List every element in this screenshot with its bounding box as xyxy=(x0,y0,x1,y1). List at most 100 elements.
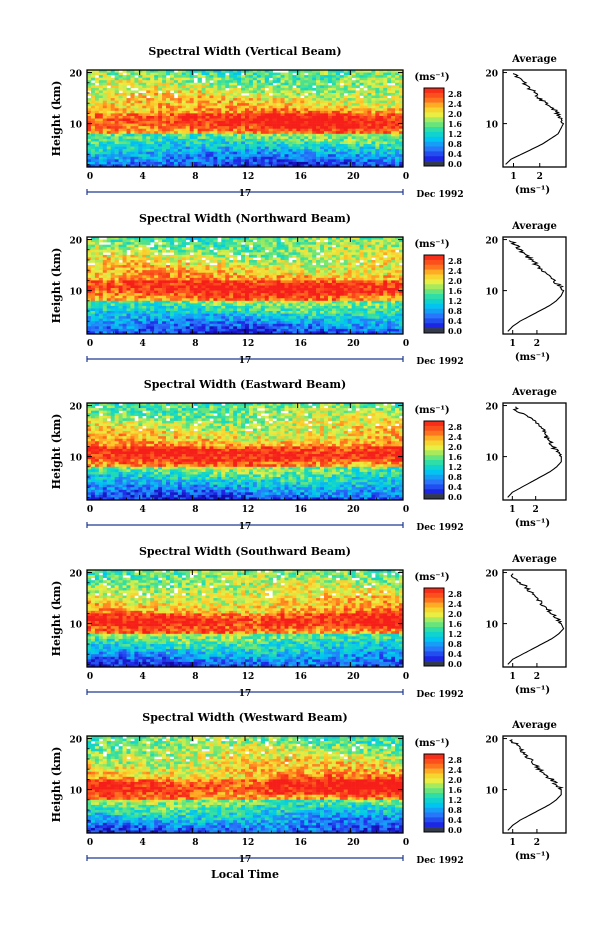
heatmap-cell xyxy=(205,126,210,130)
heatmap-cell xyxy=(252,100,258,104)
heatmap-cell xyxy=(154,95,159,99)
heatmap-cell xyxy=(146,161,151,165)
heatmap-cell xyxy=(106,118,111,122)
heatmap-cell xyxy=(335,75,341,78)
heatmap-cell xyxy=(154,154,159,158)
heatmap-cell xyxy=(260,141,266,145)
heatmap-cell xyxy=(347,144,352,147)
heatmap-cell xyxy=(114,123,119,127)
heatmap-cell xyxy=(106,95,111,99)
heatmap-cell xyxy=(312,237,317,240)
heatmap-cell xyxy=(237,128,242,132)
heatmap-cell xyxy=(189,288,194,291)
heatmap-cell xyxy=(343,249,348,253)
heatmap-cell xyxy=(343,295,348,299)
heatmap-cell xyxy=(166,85,171,89)
heatmap-cell xyxy=(189,144,194,147)
heatmap-cell xyxy=(367,70,372,73)
heatmap-cell xyxy=(276,149,281,152)
heatmap-cell xyxy=(177,121,183,124)
heatmap-cell xyxy=(308,156,313,160)
heatmap-cell xyxy=(351,288,356,291)
heatmap-cell xyxy=(118,161,123,165)
heatmap-cell xyxy=(304,123,309,127)
heatmap-cell xyxy=(158,259,163,263)
heatmap-cell xyxy=(324,164,329,168)
heatmap-cell xyxy=(395,121,400,124)
heatmap-cell xyxy=(225,149,230,152)
heatmap-cell xyxy=(268,280,273,284)
heatmap-cell xyxy=(150,100,155,104)
heatmap-cell xyxy=(351,267,356,271)
heatmap-cell xyxy=(308,262,313,266)
heatmap-cell xyxy=(185,80,190,84)
heatmap-cell xyxy=(193,75,198,78)
heatmap-cell xyxy=(197,113,202,117)
heatmap-cell xyxy=(280,123,285,127)
heatmap-cell xyxy=(106,272,111,276)
heatmap-cell xyxy=(98,108,104,112)
heatmap-cell xyxy=(213,72,218,76)
heatmap-cell xyxy=(102,156,108,160)
heatmap-cell xyxy=(213,265,218,268)
heatmap-cell xyxy=(304,282,309,286)
heatmap-cell xyxy=(367,149,372,152)
heatmap-cell xyxy=(221,293,226,297)
heatmap-cell xyxy=(339,95,345,99)
heatmap-cell xyxy=(146,87,151,91)
heatmap-cell xyxy=(339,133,345,137)
heatmap-cell xyxy=(351,113,356,117)
heatmap-cell xyxy=(252,254,258,258)
heatmap-cell xyxy=(347,103,352,107)
heatmap-cell xyxy=(292,298,297,302)
heatmap-cell xyxy=(264,270,269,274)
heatmap-cell xyxy=(130,151,135,155)
heatmap-cell xyxy=(102,164,108,168)
heatmap-cell xyxy=(94,156,100,160)
heatmap-cell xyxy=(280,138,285,142)
heatmap-cell xyxy=(169,138,175,142)
heatmap-cell xyxy=(217,262,222,266)
heatmap-cell xyxy=(114,265,119,268)
heatmap-cell xyxy=(339,293,345,297)
heatmap-cell xyxy=(296,87,301,91)
heatmap-cell xyxy=(169,98,175,101)
heatmap-cell xyxy=(94,128,100,132)
heatmap-cell xyxy=(189,298,194,302)
heatmap-cell xyxy=(138,267,143,271)
heatmap-cell xyxy=(387,141,392,145)
heatmap-cell xyxy=(391,244,396,248)
heatmap-cell xyxy=(245,95,250,99)
heatmap-cell xyxy=(90,239,96,243)
heatmap-cell xyxy=(320,285,325,289)
heatmap-cell xyxy=(391,133,396,137)
heatmap-cell xyxy=(379,151,384,155)
heatmap-cell xyxy=(359,136,364,140)
heatmap-cell xyxy=(205,133,210,137)
heatmap-cell xyxy=(102,249,108,253)
heatmap-cell xyxy=(134,138,139,142)
heatmap-cell xyxy=(308,244,313,248)
heatmap-cell xyxy=(316,151,321,155)
heatmap-cell xyxy=(217,285,222,289)
heatmap-cell xyxy=(217,252,222,256)
heatmap-cell xyxy=(399,92,404,96)
heatmap-cell xyxy=(217,118,222,122)
heatmap-cell xyxy=(173,259,179,263)
heatmap-cell xyxy=(197,161,202,165)
heatmap-cell xyxy=(272,75,277,78)
heatmap-cell xyxy=(387,80,392,84)
heatmap-cell xyxy=(284,254,289,258)
heatmap-cell xyxy=(280,95,285,99)
heatmap-cell xyxy=(300,144,305,147)
heatmap-cell xyxy=(106,87,111,91)
heatmap-cell xyxy=(193,100,198,104)
heatmap-cell xyxy=(221,77,226,81)
heatmap-cell xyxy=(237,144,242,147)
heatmap-cell xyxy=(229,95,234,99)
heatmap-cell xyxy=(162,295,167,299)
heatmap-cell xyxy=(292,275,297,279)
heatmap-cell xyxy=(300,141,305,145)
heatmap-cell xyxy=(347,131,352,135)
heatmap-cell xyxy=(217,277,222,281)
